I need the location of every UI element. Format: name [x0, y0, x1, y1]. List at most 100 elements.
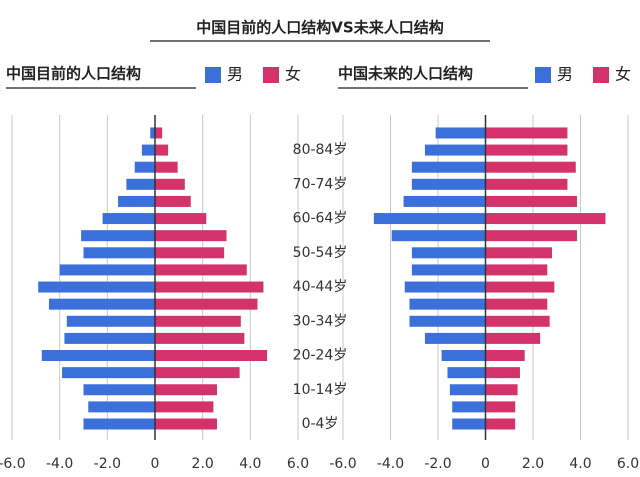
category-label: 30-34岁 [293, 313, 348, 329]
bar [449, 384, 486, 396]
bar [41, 350, 155, 362]
bar [64, 332, 155, 344]
category-label: 0-4岁 [302, 416, 339, 432]
legend-swatch [263, 67, 279, 83]
category-label: 70-74岁 [293, 176, 348, 192]
chart-subtitle: 中国未来的人口结构 [338, 65, 473, 83]
legend-swatch [593, 67, 609, 83]
bar [62, 367, 155, 379]
x-tick-label: -2.0 [94, 456, 121, 472]
x-tick-label: 4.0 [239, 456, 261, 472]
bar [404, 281, 486, 293]
x-tick-label: -6.0 [0, 456, 26, 472]
bar [485, 401, 516, 413]
bar [155, 298, 258, 310]
bar [373, 213, 486, 225]
category-label: 50-54岁 [293, 245, 348, 261]
chart-subtitle: 中国目前的人口结构 [6, 65, 141, 83]
bar [66, 315, 155, 327]
category-label: 10-14岁 [293, 382, 348, 398]
bar [155, 367, 240, 379]
bar [485, 281, 555, 293]
bar [155, 195, 191, 207]
bar [485, 418, 516, 430]
legend-swatch [205, 67, 221, 83]
bar [435, 127, 486, 139]
x-tick-label: -4.0 [377, 456, 404, 472]
bar [424, 332, 486, 344]
bar [424, 144, 486, 156]
page-title: 中国目前的人口结构VS未来人口结构 [196, 19, 443, 37]
bar [48, 298, 155, 310]
bar [141, 144, 155, 156]
category-label: 20-24岁 [293, 348, 348, 364]
bar [411, 161, 486, 173]
category-label: 60-64岁 [293, 211, 348, 227]
bar [155, 315, 241, 327]
bar [83, 418, 155, 430]
x-tick-label: 2.0 [522, 456, 544, 472]
bar [155, 161, 178, 173]
bar [485, 213, 606, 225]
legend-label: 男 [227, 65, 243, 84]
x-tick-label: 2.0 [192, 456, 214, 472]
bar [150, 127, 155, 139]
x-tick-label: 4.0 [569, 456, 591, 472]
bar [391, 230, 486, 242]
x-tick-label: 6.0 [287, 456, 309, 472]
bar [126, 178, 155, 190]
x-tick-label: -4.0 [46, 456, 73, 472]
bar [485, 298, 548, 310]
x-tick-label: -2.0 [424, 456, 451, 472]
bar [485, 264, 548, 276]
bar [155, 178, 185, 190]
bar [155, 230, 227, 242]
bar [452, 401, 486, 413]
bar [485, 161, 576, 173]
bar [485, 332, 541, 344]
bar [118, 195, 155, 207]
bar [409, 298, 486, 310]
bar [485, 144, 568, 156]
legend-label: 男 [557, 65, 573, 84]
bar [155, 384, 217, 396]
bar [155, 213, 207, 225]
category-label: 40-44岁 [293, 279, 348, 295]
bar [83, 384, 155, 396]
bar [81, 230, 155, 242]
bar [411, 178, 486, 190]
bar [155, 418, 217, 430]
bar [485, 178, 568, 190]
bar [155, 264, 247, 276]
bar [452, 418, 486, 430]
bar [441, 350, 486, 362]
bar [102, 213, 155, 225]
bar [411, 264, 486, 276]
bar [485, 367, 520, 379]
bar [485, 315, 550, 327]
bar [83, 247, 155, 259]
x-tick-label: 0 [151, 456, 160, 472]
legend-label: 女 [285, 65, 301, 84]
bar [155, 144, 169, 156]
bar [403, 195, 486, 207]
bar [447, 367, 486, 379]
bar [38, 281, 155, 293]
bar [485, 350, 525, 362]
bar [411, 247, 486, 259]
bar [155, 401, 214, 413]
bar [155, 247, 225, 259]
bar [134, 161, 155, 173]
bar [409, 315, 486, 327]
bar [485, 384, 518, 396]
bar [59, 264, 155, 276]
bar [155, 350, 268, 362]
x-tick-label: 0 [481, 456, 490, 472]
category-label: 80-84岁 [293, 142, 348, 158]
bar [88, 401, 155, 413]
bar [485, 230, 577, 242]
bar [485, 247, 552, 259]
bar [485, 127, 568, 139]
bar [155, 127, 163, 139]
